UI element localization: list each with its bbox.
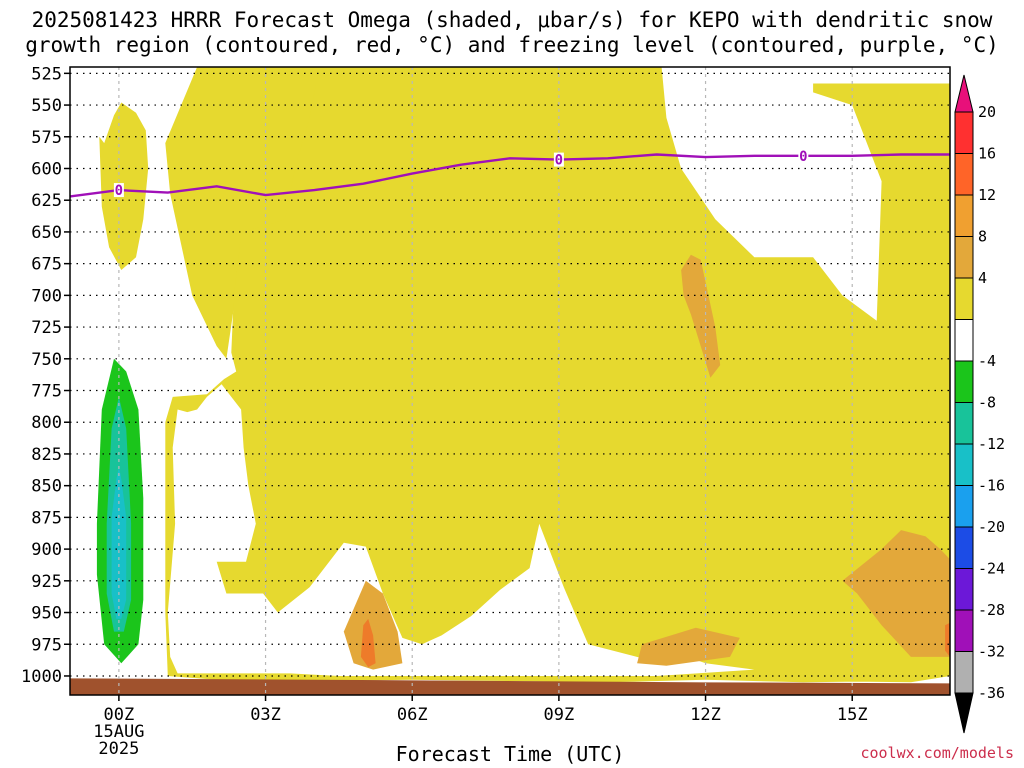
y-tick-label-525: 525: [31, 64, 62, 84]
y-tick-label-1000: 1000: [21, 667, 62, 687]
colorbar-label-3: 8: [978, 228, 987, 246]
y-tick-label-775: 775: [31, 382, 62, 402]
colorbar-segment-11: [954, 568, 974, 611]
colorbar-top-triangle: [954, 74, 974, 113]
x-tick-label-00Z: 00Z: [104, 705, 135, 725]
y-tick-label-675: 675: [31, 255, 62, 275]
omega-shade-upward-12-16-1: [945, 622, 950, 657]
freezing-level-label-1: 0: [555, 153, 563, 169]
x-tick-label-15Z: 15Z: [837, 705, 868, 725]
x-date-label-0: 15AUG: [93, 722, 144, 742]
colorbar-label-8: -16: [978, 477, 1005, 495]
colorbar-segment-13: [954, 651, 974, 694]
colorbar-label-12: -32: [978, 643, 1005, 661]
source-credit[interactable]: coolwx.com/models: [860, 744, 1014, 762]
omega-shade-upward-8-12-0: [681, 254, 721, 378]
colorbar-label-5: -4: [978, 352, 996, 370]
x-axis-label: Forecast Time (UTC): [395, 742, 625, 766]
colorbar-label-2: 12: [978, 186, 996, 204]
omega-shade-upward-12-16-0: [360, 618, 376, 668]
y-tick-label-900: 900: [31, 540, 62, 560]
colorbar-segment-4: [954, 277, 974, 320]
omega-shade-upward-4-8-3: [165, 67, 950, 683]
colorbar-segment-0: [954, 111, 974, 154]
y-tick-label-800: 800: [31, 413, 62, 433]
freezing-level-label-2: 0: [799, 149, 807, 165]
x-tick-label-12Z: 12Z: [690, 705, 721, 725]
colorbar-label-10: -24: [978, 560, 1005, 578]
colorbar-bottom-triangle: [954, 692, 974, 734]
y-tick-label-875: 875: [31, 508, 62, 528]
colorbar-label-13: -36: [978, 684, 1005, 702]
colorbar-label-4: 4: [978, 269, 987, 287]
colorbar-label-0: 20: [978, 103, 996, 121]
y-tick-label-950: 950: [31, 604, 62, 624]
colorbar-segment-5: [954, 319, 974, 362]
colorbar-label-9: -20: [978, 518, 1005, 536]
y-tick-label-850: 850: [31, 477, 62, 497]
freezing-label-bg-0: [113, 183, 124, 198]
colorbar-segment-3: [954, 236, 974, 279]
omega-shade-upward-8-12-2: [637, 627, 740, 666]
omega-shade-upward-4-8-1: [165, 67, 325, 359]
omega-shade-upward-8-12-3: [842, 530, 950, 657]
x-tick-label-09Z: 09Z: [544, 705, 575, 725]
y-tick-label-550: 550: [31, 96, 62, 116]
plot-frame: [69, 66, 951, 696]
x-tick-label-06Z: 06Z: [397, 705, 428, 725]
colorbar-label-6: -8: [978, 394, 996, 412]
y-tick-label-825: 825: [31, 445, 62, 465]
colorbar-segment-6: [954, 360, 974, 403]
freezing-label-bg-1: [553, 152, 564, 167]
x-tick-label-03Z: 03Z: [250, 705, 281, 725]
freezing-level-label-0: 0: [115, 183, 123, 199]
ground-surface: [70, 678, 950, 695]
freezing-label-bg-2: [798, 148, 809, 163]
y-tick-label-625: 625: [31, 191, 62, 211]
chart-title-line2: growth region (contoured, red, °C) and f…: [25, 33, 999, 57]
y-tick-label-650: 650: [31, 223, 62, 243]
omega-shade-upward-8-12-1: [343, 580, 403, 670]
y-tick-label-725: 725: [31, 318, 62, 338]
colorbar-label-1: 16: [978, 145, 996, 163]
y-tick-label-925: 925: [31, 572, 62, 592]
y-tick-label-575: 575: [31, 128, 62, 148]
colorbar-label-11: -28: [978, 601, 1005, 619]
chart-title-line1: 2025081423 HRRR Forecast Omega (shaded, …: [31, 8, 993, 32]
colorbar-segment-10: [954, 526, 974, 569]
y-tick-label-700: 700: [31, 286, 62, 306]
colorbar-segment-12: [954, 609, 974, 652]
x-date-label-1: 2025: [98, 739, 139, 759]
colorbar-segment-1: [954, 153, 974, 196]
colorbar-label-7: -12: [978, 435, 1005, 453]
y-tick-label-750: 750: [31, 350, 62, 370]
colorbar-segment-8: [954, 443, 974, 486]
colorbar-segment-9: [954, 485, 974, 528]
colorbar-segment-7: [954, 402, 974, 445]
colorbar-segment-2: [954, 194, 974, 237]
y-tick-label-975: 975: [31, 635, 62, 655]
y-tick-label-600: 600: [31, 159, 62, 179]
